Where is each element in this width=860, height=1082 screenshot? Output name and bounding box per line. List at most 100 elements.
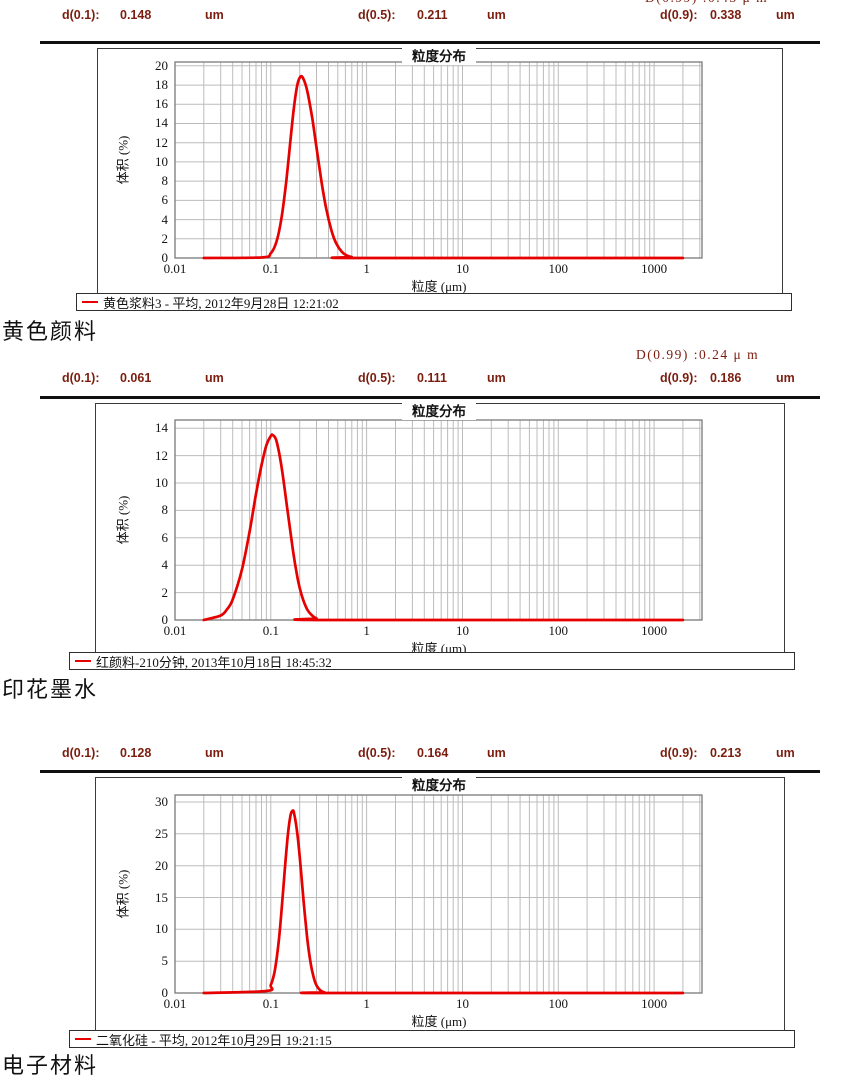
d-value-label: d(0.1): xyxy=(62,371,100,385)
d-value-label: d(0.5): xyxy=(358,8,396,22)
d-value-label: d(0.9): xyxy=(660,8,698,22)
y-tick-label: 8 xyxy=(161,502,169,518)
y-tick-label: 14 xyxy=(155,115,168,131)
y-tick-label: 0 xyxy=(161,985,169,1000)
grid-lines xyxy=(174,62,702,259)
y-tick-label: 10 xyxy=(155,921,168,937)
y-tick-label: 10 xyxy=(155,475,168,490)
chart-title: 粒度分布 xyxy=(402,774,476,794)
d-value-label: d(0.1): xyxy=(62,746,100,760)
d-value-unit: um xyxy=(776,371,795,385)
chart-frame xyxy=(95,403,785,654)
x-tick-label: 0.1 xyxy=(262,623,279,638)
x-tick-label: 0.01 xyxy=(163,623,187,638)
d-value-unit: um xyxy=(776,8,795,22)
d-value-number: 0.186 xyxy=(710,371,742,385)
x-tick-label: 1 xyxy=(363,623,370,638)
y-tick-label: 20 xyxy=(155,57,168,73)
x-tick-label: 0.1 xyxy=(262,261,279,276)
y-tick-label: 12 xyxy=(155,447,168,463)
x-tick-label: 1 xyxy=(363,996,370,1011)
legend-text: 二氧化硅 - 平均, 2012年10月29日 19:21:15 xyxy=(96,1032,332,1048)
legend-text: 红颜料-210分钟, 2013年10月18日 18:45:32 xyxy=(96,654,332,670)
legend-box: 二氧化硅 - 平均, 2012年10月29日 19:21:15 xyxy=(69,1030,795,1048)
x-tick-label: 100 xyxy=(548,996,569,1011)
d-value-label: d(0.9): xyxy=(660,371,698,385)
y-tick-label: 5 xyxy=(161,953,169,969)
d-value-unit: um xyxy=(487,371,506,385)
y-tick-label: 10 xyxy=(155,153,168,169)
legend-curve-swatch xyxy=(75,1037,91,1041)
x-tick-label: 1000 xyxy=(641,996,668,1011)
header-rule xyxy=(40,770,820,773)
x-tick-label: 0.1 xyxy=(262,996,279,1011)
x-tick-label: 100 xyxy=(548,623,569,638)
y-tick-label: 25 xyxy=(155,825,168,841)
y-tick-label: 20 xyxy=(155,857,168,873)
d-value-number: 0.061 xyxy=(120,371,152,385)
d-value-unit: um xyxy=(776,746,795,760)
legend-text: 黄色浆料3 - 平均, 2012年9月28日 12:21:02 xyxy=(103,295,339,311)
y-tick-label: 6 xyxy=(161,529,169,545)
d-value-number: 0.148 xyxy=(120,8,152,22)
chart-title: 粒度分布 xyxy=(402,400,476,420)
y-tick-label: 12 xyxy=(155,134,168,150)
header-rule xyxy=(40,41,820,44)
d-value-label: d(0.9): xyxy=(660,746,698,760)
d99-note: D(0.99) :0.43 μ m xyxy=(645,0,768,6)
y-tick-label: 6 xyxy=(161,192,169,208)
d-value-number: 0.213 xyxy=(710,746,742,760)
d-value-number: 0.338 xyxy=(710,8,742,22)
d-value-label: d(0.5): xyxy=(358,746,396,760)
d99-note: D(0.99) :0.24 μ m xyxy=(636,347,760,362)
chart-caption: 印花墨水 xyxy=(2,677,99,702)
d-value-unit: um xyxy=(205,8,224,22)
x-tick-label: 0.01 xyxy=(163,261,187,276)
y-tick-label: 0 xyxy=(161,612,169,627)
d-value-label: d(0.5): xyxy=(358,371,396,385)
y-tick-label: 16 xyxy=(155,96,168,112)
d-value-number: 0.128 xyxy=(120,746,152,760)
chart-title: 粒度分布 xyxy=(402,45,476,65)
x-axis-label: 粒度 (μm) xyxy=(411,1014,467,1029)
y-tick-label: 30 xyxy=(155,794,168,809)
y-tick-label: 4 xyxy=(161,557,169,573)
chart-frame xyxy=(95,777,785,1032)
chart-caption: 电子材料 xyxy=(2,1053,99,1078)
x-tick-label: 10 xyxy=(455,623,469,638)
y-tick-label: 18 xyxy=(155,77,168,93)
y-tick-label: 15 xyxy=(155,889,168,905)
d-value-label: d(0.1): xyxy=(62,8,100,22)
x-tick-label: 10 xyxy=(455,996,469,1011)
legend-curve-swatch xyxy=(75,659,91,663)
y-tick-label: 14 xyxy=(155,420,168,436)
distribution-curve xyxy=(202,74,685,260)
d-value-unit: um xyxy=(205,371,224,385)
x-tick-label: 0.01 xyxy=(163,996,187,1011)
legend-box: 红颜料-210分钟, 2013年10月18日 18:45:32 xyxy=(69,652,795,670)
x-tick-label: 1000 xyxy=(641,623,668,638)
x-tick-label: 1 xyxy=(363,261,370,276)
chart-frame xyxy=(97,48,783,295)
d-value-number: 0.164 xyxy=(417,746,449,760)
y-tick-label: 8 xyxy=(161,173,169,189)
x-axis-label: 粒度 (μm) xyxy=(411,279,467,294)
d-value-number: 0.211 xyxy=(417,8,448,22)
d-value-unit: um xyxy=(487,8,506,22)
d-value-unit: um xyxy=(487,746,506,760)
d-value-number: 0.111 xyxy=(417,371,447,385)
distribution-curve xyxy=(202,433,685,622)
y-tick-label: 2 xyxy=(161,584,169,600)
y-tick-label: 0 xyxy=(161,250,169,265)
x-tick-label: 10 xyxy=(455,261,469,276)
y-tick-label: 2 xyxy=(161,230,169,246)
header-rule xyxy=(40,396,820,399)
distribution-curve xyxy=(202,809,685,995)
x-tick-label: 100 xyxy=(548,261,569,276)
d-value-unit: um xyxy=(205,746,224,760)
legend-curve-swatch xyxy=(82,300,98,304)
grid-lines xyxy=(174,795,702,994)
